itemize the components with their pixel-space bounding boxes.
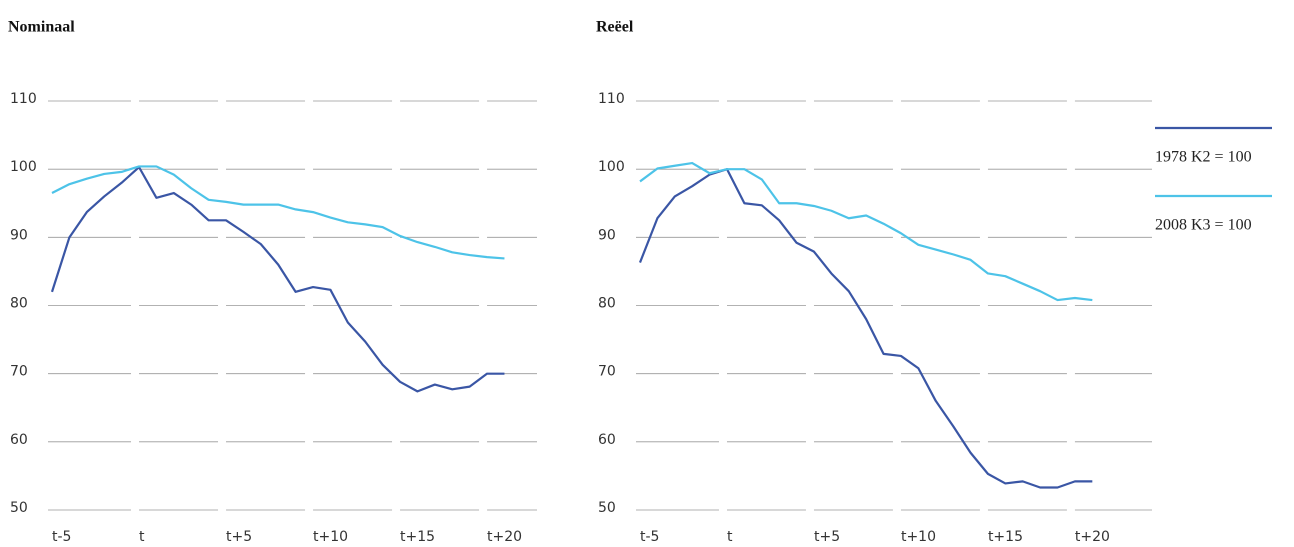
legend-label: 1978 K2 = 100 [1155, 149, 1252, 166]
x-tick-label: t+5 [814, 529, 840, 545]
y-tick-label: 70 [598, 364, 616, 380]
chart-title: Reëel [596, 19, 634, 36]
x-tick-label: t [139, 529, 145, 545]
legend-label: 2008 K3 = 100 [1155, 217, 1252, 234]
x-tick-label: t+10 [313, 529, 348, 545]
y-tick-label: 70 [10, 364, 28, 380]
x-tick-label: t+5 [226, 529, 252, 545]
y-tick-label: 60 [598, 432, 616, 448]
data-line [638, 168, 1093, 489]
x-tick-label: t+15 [400, 529, 435, 545]
y-tick-label: 80 [10, 296, 28, 312]
y-tick-label: 50 [598, 500, 616, 516]
y-tick-label: 110 [10, 91, 37, 107]
data-line [51, 165, 505, 260]
y-tick-label: 90 [598, 227, 616, 243]
x-tick-label: t-5 [640, 529, 659, 545]
data-line [50, 166, 505, 393]
x-tick-label: t [727, 529, 733, 545]
y-tick-label: 60 [10, 432, 28, 448]
y-tick-label: 90 [10, 227, 28, 243]
y-tick-label: 110 [598, 91, 625, 107]
y-tick-label: 80 [598, 296, 616, 312]
x-tick-label: t+20 [487, 529, 522, 545]
y-tick-label: 50 [10, 500, 28, 516]
x-tick-label: t+15 [988, 529, 1023, 545]
data-line [639, 161, 1093, 302]
y-tick-label: 100 [10, 159, 37, 175]
y-tick-label: 100 [598, 159, 625, 175]
x-tick-label: t-5 [52, 529, 71, 545]
x-tick-label: t+10 [901, 529, 936, 545]
chart-title: Nominaal [8, 19, 75, 36]
x-tick-label: t+20 [1075, 529, 1110, 545]
